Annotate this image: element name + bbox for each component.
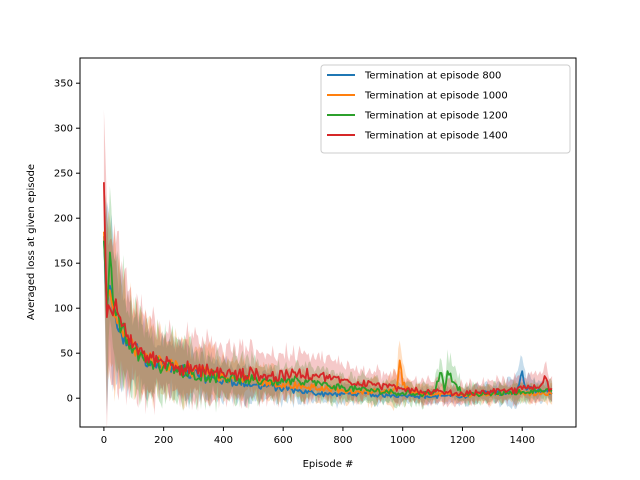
x-axis-ticks: 0 200 400 600 800 1000 1200 1400 [101, 427, 535, 446]
plot-frame [79, 57, 577, 428]
y-tick-label: 250 [54, 169, 73, 180]
x-tick-label: 1200 [450, 435, 475, 446]
y-tick-label: 50 [60, 349, 73, 360]
x-tick-label: 0 [101, 435, 107, 446]
y-tick-label: 100 [54, 304, 73, 315]
series-lines [103, 182, 553, 399]
legend-entry-2: Termination at episode 1000 [364, 91, 508, 102]
x-tick-label: 800 [333, 435, 352, 446]
y-axis-label: Averaged loss at given episode [26, 164, 37, 320]
y-tick-label: 300 [54, 124, 73, 135]
legend-box [320, 64, 571, 154]
x-tick-label: 1000 [390, 435, 415, 446]
series-band-1 [103, 201, 553, 415]
series-band-3 [103, 185, 553, 413]
y-tick-label: 350 [54, 79, 73, 90]
y-tick-label: 150 [54, 259, 73, 270]
legend-entry-3: Termination at episode 1200 [364, 111, 508, 122]
series-band-4 [103, 109, 553, 427]
x-tick-label: 600 [274, 435, 293, 446]
x-tick-label: 1400 [509, 435, 534, 446]
legend: Termination at episode 800 Termination at… [320, 64, 571, 154]
series-line-4 [103, 182, 553, 398]
y-tick-label: 0 [67, 394, 73, 405]
y-tick-label: 200 [54, 214, 73, 225]
x-tick-label: 400 [214, 435, 233, 446]
y-axis-ticks: 0 50 100 150 200 250 300 350 [54, 79, 80, 405]
x-axis-label: Episode # [303, 459, 354, 470]
axes [79, 57, 577, 428]
legend-entry-4: Termination at episode 1400 [364, 131, 508, 142]
legend-entry-1: Termination at episode 800 [364, 71, 501, 82]
x-tick-label: 200 [154, 435, 173, 446]
